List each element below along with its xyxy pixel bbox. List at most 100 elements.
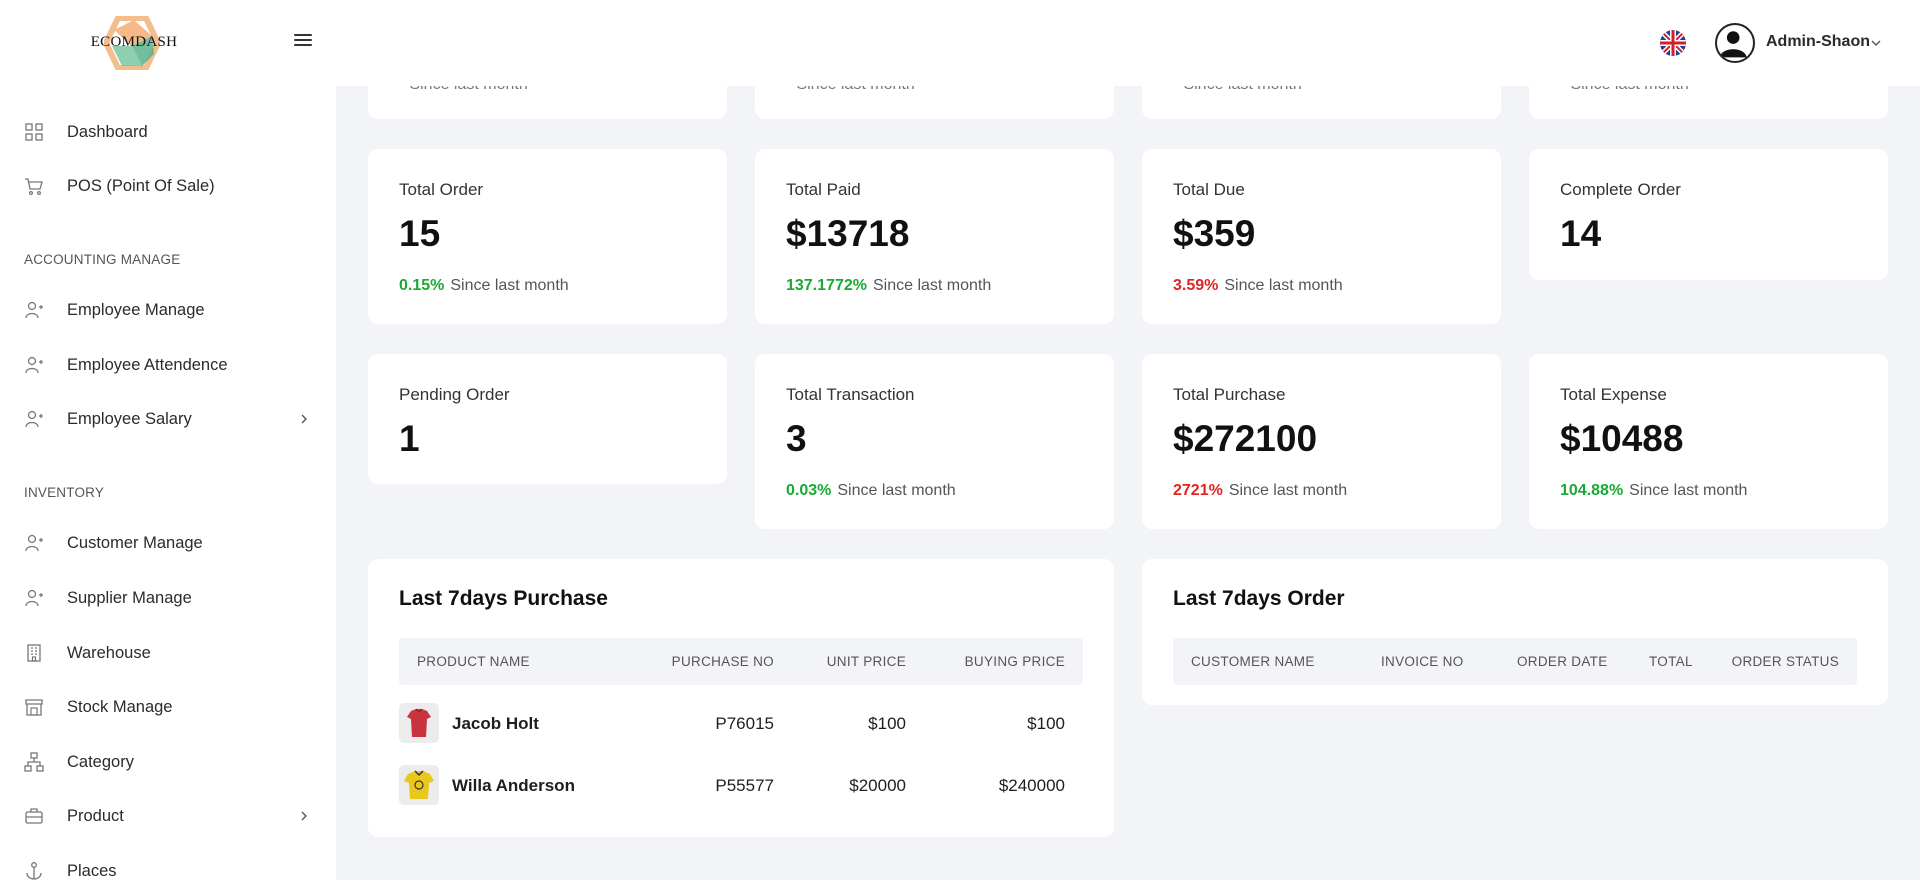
section-accounting: ACCOUNTING MANAGE	[24, 252, 181, 267]
sidebar-item-warehouse[interactable]: Warehouse	[0, 633, 336, 673]
stat-percent: 0.15%	[399, 277, 445, 294]
sidebar-item-label: Product	[67, 807, 124, 825]
column-header: UNIT PRICE	[826, 654, 906, 669]
stat-change: 0.03% Since last month	[786, 482, 956, 500]
stat-change: 104.88% Since last month	[1560, 482, 1747, 500]
stat-card-total-purchase: Total Purchase $272100 2721% Since last m…	[1142, 354, 1501, 529]
stat-note: Since last month	[450, 277, 569, 294]
sidebar-item-label: Dashboard	[67, 123, 148, 141]
user-plus-icon	[25, 410, 43, 428]
briefcase-icon	[25, 808, 43, 824]
sidebar-item-employee-attendence[interactable]: Employee Attendence	[0, 345, 336, 385]
stat-card-total-order: Total Order 15 0.15% Since last month	[368, 149, 727, 324]
table-row[interactable]: Jacob Holt P76015 $100 $100	[399, 703, 1083, 743]
stat-percent: 2721%	[1173, 482, 1223, 499]
building-icon	[27, 644, 41, 662]
sidebar-item-label: Places	[67, 862, 117, 880]
stat-change: 0.15% Since last month	[399, 277, 569, 295]
sidebar-item-label: Supplier Manage	[67, 589, 192, 607]
user-name[interactable]: Admin-Shaon	[1766, 33, 1870, 50]
chevron-right-icon	[301, 414, 307, 424]
stat-card-pending-order: Pending Order 1	[368, 354, 727, 484]
stat-percent: 0.03%	[786, 482, 832, 499]
sidebar-item-pos[interactable]: POS (Point Of Sale)	[0, 166, 336, 206]
column-header: PURCHASE NO	[671, 654, 774, 669]
sidebar-item-label: POS (Point Of Sale)	[67, 177, 215, 195]
user-plus-icon	[25, 589, 43, 607]
sidebar-item-label: Customer Manage	[67, 534, 203, 552]
sidebar-item-label: Employee Salary	[67, 410, 192, 428]
stat-value: 1	[399, 418, 420, 459]
sidebar-item-label: Employee Attendence	[67, 356, 228, 374]
stat-value: $13718	[786, 213, 910, 254]
order-panel: Last 7days Order CUSTOMER NAME INVOICE N…	[1142, 559, 1888, 705]
stat-title: Total Due	[1173, 180, 1245, 199]
buying-price: $240000	[998, 776, 1065, 795]
stat-change: 3.59% Since last month	[1173, 277, 1343, 295]
sidebar-item-dashboard[interactable]: Dashboard	[0, 112, 336, 152]
stat-title: Total Expense	[1560, 385, 1667, 404]
cart-icon	[25, 178, 43, 196]
column-header: CUSTOMER NAME	[1191, 654, 1315, 669]
product-name: Jacob Holt	[452, 714, 539, 733]
stat-card-complete-order: Complete Order 14	[1529, 149, 1888, 280]
stat-title: Total Paid	[786, 180, 861, 199]
column-header: BUYING PRICE	[964, 654, 1065, 669]
logo-text: ECOMDASH	[90, 34, 178, 50]
stat-title: Total Purchase	[1173, 385, 1286, 404]
stat-change: 137.1772% Since last month	[786, 277, 991, 295]
column-header: TOTAL	[1649, 654, 1693, 669]
sidebar-item-employee-salary[interactable]: Employee Salary	[0, 399, 336, 439]
stat-note: Since last month	[1629, 482, 1748, 499]
sidebar-item-places[interactable]: Places	[0, 851, 336, 880]
stat-note: Since last month	[1224, 277, 1343, 294]
sidebar-item-stock-manage[interactable]: Stock Manage	[0, 687, 336, 727]
stat-card-total-transaction: Total Transaction 3 0.03% Since last mont…	[755, 354, 1114, 529]
table-header: CUSTOMER NAME INVOICE NO ORDER DATE TOTA…	[1173, 638, 1857, 685]
app-logo[interactable]: ECOMDASH	[84, 16, 184, 70]
sidebar-item-customer-manage[interactable]: Customer Manage	[0, 523, 336, 563]
panel-title: Last 7days Purchase	[399, 587, 608, 610]
stat-title: Total Transaction	[786, 385, 915, 404]
purchase-no: P55577	[715, 776, 774, 795]
stat-percent: 3.59%	[1173, 277, 1219, 294]
stat-change: 2721% Since last month	[1173, 482, 1347, 500]
top-header: ECOMDASH Admin-Shaon	[0, 0, 1920, 86]
column-header: PRODUCT NAME	[417, 654, 530, 669]
stat-title: Complete Order	[1560, 180, 1681, 199]
stat-note: Since last month	[872, 277, 992, 294]
hierarchy-icon	[24, 752, 44, 772]
sidebar-item-label: Warehouse	[67, 644, 151, 662]
stat-card-total-expense: Total Expense $10488 104.88% Since last m…	[1529, 354, 1888, 529]
table-row[interactable]: Willa Anderson P55577 $20000 $240000	[399, 765, 1083, 805]
menu-toggle-icon[interactable]	[294, 34, 312, 50]
sidebar-item-label: Category	[67, 753, 134, 771]
sidebar: Dashboard POS (Point Of Sale) ACCOUNTING…	[0, 86, 336, 880]
stat-card-total-due: Total Due $359 3.59% Since last month	[1142, 149, 1501, 324]
section-inventory: INVENTORY	[24, 485, 105, 500]
logo-icon	[104, 16, 160, 70]
sidebar-item-supplier-manage[interactable]: Supplier Manage	[0, 578, 336, 618]
column-header: INVOICE NO	[1381, 654, 1464, 669]
anchor-icon	[26, 862, 42, 880]
stat-value: $272100	[1173, 418, 1318, 459]
column-header: ORDER STATUS	[1731, 654, 1839, 669]
buying-price: $100	[1027, 714, 1065, 733]
unit-price: $100	[868, 714, 906, 733]
user-plus-icon	[25, 356, 43, 374]
sidebar-item-product[interactable]: Product	[0, 796, 336, 836]
chevron-down-icon[interactable]	[1870, 37, 1882, 49]
stat-note: Since last month	[837, 482, 956, 499]
sidebar-item-category[interactable]: Category	[0, 742, 336, 782]
user-avatar-icon[interactable]	[1715, 23, 1755, 63]
sidebar-item-employee-manage[interactable]: Employee Manage	[0, 290, 336, 330]
product-image	[399, 765, 439, 805]
product-name: Willa Anderson	[452, 776, 575, 795]
uk-flag-icon[interactable]	[1660, 30, 1686, 56]
stat-card-total-paid: Total Paid $13718 137.1772% Since last mo…	[755, 149, 1114, 324]
stat-value: $359	[1173, 213, 1256, 254]
grid-icon	[25, 123, 43, 141]
stat-note: Since last month	[1228, 482, 1348, 499]
stat-value: 15	[399, 213, 441, 254]
sidebar-item-label: Stock Manage	[67, 698, 173, 716]
